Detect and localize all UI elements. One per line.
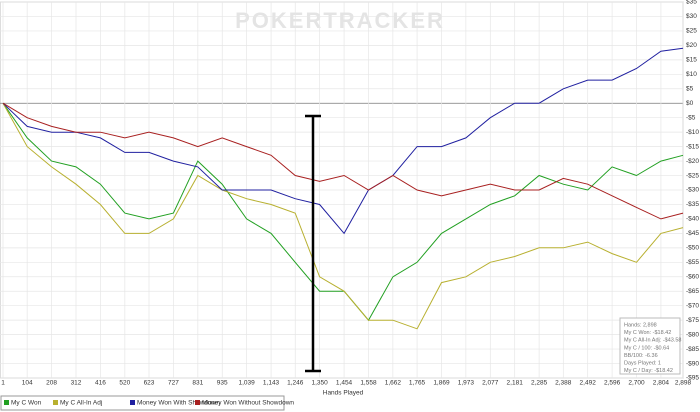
y-tick-label: -$55 [686, 259, 699, 266]
y-tick-label: -$50 [686, 245, 699, 252]
series-line [2, 102, 684, 220]
y-tick-label: $10 [686, 71, 697, 78]
x-tick-label: 1,558 [360, 380, 377, 387]
x-tick-label: 727 [168, 380, 179, 387]
y-tick-label: $0 [686, 100, 694, 107]
y-tick-label: $25 [686, 28, 697, 35]
info-box [619, 317, 681, 375]
y-tick-label: $5 [686, 85, 694, 92]
info-line: My C All-In Adj: -$43.58 [624, 338, 681, 344]
x-tick-label: 1,662 [385, 380, 402, 387]
y-tick-label: -$5 [686, 114, 696, 121]
legend-swatch [195, 400, 200, 405]
info-line: BB/100: -6.36 [624, 353, 658, 359]
info-line: Hands: 2,898 [624, 322, 657, 328]
x-tick-label: 2,388 [555, 380, 572, 387]
x-tick-label: 1,143 [263, 380, 280, 387]
y-tick-label: -$40 [686, 216, 699, 223]
y-tick-label: $15 [686, 57, 697, 64]
x-tick-label: 2,492 [580, 380, 597, 387]
y-tick-label: $35 [686, 0, 697, 6]
y-tick-label: -$15 [686, 143, 699, 150]
x-tick-label: 2,285 [531, 380, 548, 387]
legend-label: My C Won [11, 400, 42, 407]
x-tick-label: 831 [192, 380, 203, 387]
legend-swatch [130, 400, 135, 405]
lines [2, 47, 684, 330]
legend-label: Money Won With Showdown [137, 400, 220, 407]
y-tick-label: -$75 [686, 317, 699, 324]
x-tick-label: 1,246 [287, 380, 304, 387]
x-tick-label: 2,077 [482, 380, 499, 387]
x-tick-label: 1,765 [409, 380, 426, 387]
x-tick-label: 1,869 [433, 380, 450, 387]
legend-box [0, 395, 285, 411]
x-tick-label: 416 [95, 380, 106, 387]
x-tick-label: 2,596 [604, 380, 621, 387]
y-tick-label: -$10 [686, 129, 699, 136]
info-line: My C / Day: -$18.42 [624, 368, 673, 374]
x-tick-label: 1,973 [458, 380, 475, 387]
watermark: POKERTRACKER [235, 8, 445, 33]
y-tick-label: -$35 [686, 201, 699, 208]
legend-label: My C All-In Adj [60, 400, 102, 407]
y-tick-label: -$85 [686, 346, 699, 353]
x-tick-label: 1,039 [239, 380, 256, 387]
y-tick-label: -$25 [686, 172, 699, 179]
info: Hands: 2,898 My C Won: -$18.42 My C All-In… [624, 322, 681, 374]
x-tick-label: 312 [71, 380, 82, 387]
x-tick-label: 2,804 [653, 380, 670, 387]
y-tick-label: -$60 [686, 273, 699, 280]
legend-label: Money Won Without Showdown [202, 400, 294, 407]
info-line: My C Won: -$18.42 [624, 330, 671, 336]
y-tick-label: -$45 [686, 230, 699, 237]
y-tick-label: -$20 [686, 158, 699, 165]
y-tick-label: $30 [686, 13, 697, 20]
legend: My C Won My C All-In Adj Money Won With Sh… [4, 400, 294, 407]
legend-swatch [4, 400, 9, 405]
legend-swatch [53, 400, 58, 405]
y-tick-label: -$90 [686, 360, 699, 367]
x-tick-label: 1 [1, 380, 5, 387]
y-tick-label: -$70 [686, 302, 699, 309]
y-tick-label: -$80 [686, 331, 699, 338]
x-tick-label: 1,350 [312, 380, 329, 387]
series-line [2, 102, 684, 330]
info-line: My C / 100: -$0.64 [624, 345, 669, 351]
x-tick-label: 935 [217, 380, 228, 387]
x-tick-label: 520 [119, 380, 130, 387]
y-tick-label: -$65 [686, 288, 699, 295]
x-tick-label: 2,898 [675, 380, 692, 387]
x-axis-label: Hands Played [323, 390, 364, 397]
x-tick-label: 2,700 [628, 380, 645, 387]
series-line [2, 47, 684, 235]
info-line: Days Played: 1 [624, 360, 661, 366]
x-tick-label: 2,181 [507, 380, 524, 387]
x-tick-label: 104 [22, 380, 33, 387]
x-tick-label: 623 [144, 380, 155, 387]
x-tick-label: 208 [46, 380, 57, 387]
range-marker [305, 114, 321, 373]
y-tick-label: -$30 [686, 187, 699, 194]
y-tick-label: $20 [686, 42, 697, 49]
x-tick-label: 1,454 [336, 380, 353, 387]
y-tick-label: -$95 [686, 375, 699, 382]
